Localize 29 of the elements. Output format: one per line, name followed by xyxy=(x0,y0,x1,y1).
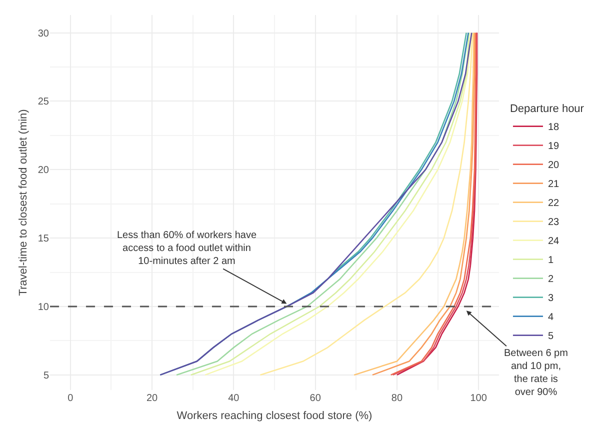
legend-label: 4 xyxy=(548,312,554,324)
legend-label: 5 xyxy=(548,331,554,342)
legend-label: 20 xyxy=(548,160,560,172)
legend-label: 22 xyxy=(548,198,560,210)
legend-label: 23 xyxy=(548,217,560,228)
x-tick-label: 100 xyxy=(470,393,488,404)
x-tick-label: 60 xyxy=(310,393,322,404)
y-tick-label: 5 xyxy=(43,370,50,382)
y-tick-label: 10 xyxy=(38,302,50,314)
y-tick-label: 15 xyxy=(38,234,50,245)
x-tick-label: 80 xyxy=(391,393,403,404)
annotation: Less than 60% of workers have access to a food outlet within 10-minutes after 2 am xyxy=(117,230,257,267)
y-tick-label: 25 xyxy=(38,96,50,108)
legend-label: 19 xyxy=(548,141,560,152)
x-tick-label: 0 xyxy=(68,393,74,404)
legend-label: 18 xyxy=(548,122,560,134)
annotation: Between 6 pm and 10 pm, the rate is over 90% xyxy=(504,348,568,398)
x-tick-label: 40 xyxy=(228,393,240,404)
y-tick-label: 30 xyxy=(38,28,50,40)
legend-title: Departure hour xyxy=(510,102,584,115)
y-tick-label: 20 xyxy=(38,165,50,176)
legend-label: 2 xyxy=(548,274,554,286)
legend-label: 1 xyxy=(548,255,554,266)
x-tick-label: 20 xyxy=(146,393,158,404)
legend-label: 3 xyxy=(548,293,554,304)
legend-label: 24 xyxy=(548,236,560,248)
x-axis-title: Workers reaching closest food store (%) xyxy=(176,410,372,422)
y-axis-title: Travel-time to closest food outlet (min) xyxy=(18,109,30,296)
legend-label: 21 xyxy=(548,179,560,190)
